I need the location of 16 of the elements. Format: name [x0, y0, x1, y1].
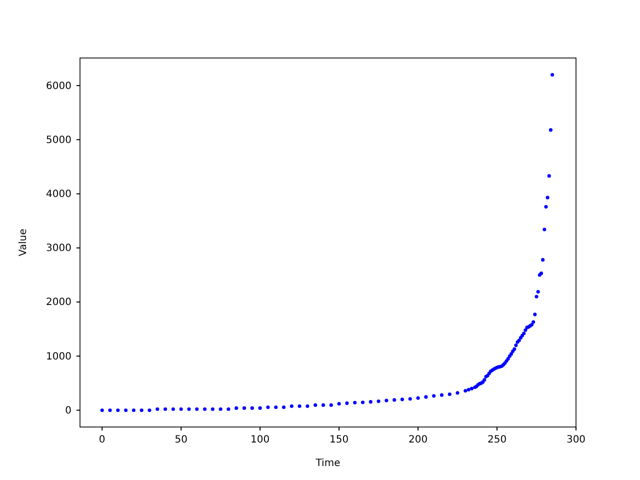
y-tick-label: 3000: [46, 243, 72, 254]
x-tick-label: 50: [174, 434, 188, 446]
x-tick-label: 250: [487, 434, 507, 446]
x-tick-label: 150: [330, 434, 349, 446]
y-tick-label: 2000: [46, 297, 72, 308]
y-tick-label: 4000: [46, 189, 72, 200]
x-axis-title: Time: [314, 458, 340, 469]
y-tick-label: 5000: [46, 134, 72, 146]
y-axis-title: Value: [18, 228, 29, 256]
x-tick-label: 100: [250, 434, 270, 446]
y-tick-label: 6000: [46, 80, 72, 92]
x-tick-label: 0: [98, 434, 106, 446]
y-tick-label: 1000: [46, 351, 72, 362]
y-tick-label: 0: [65, 405, 72, 416]
x-tick-label: 300: [566, 434, 586, 446]
x-tick-label: 200: [408, 434, 428, 446]
